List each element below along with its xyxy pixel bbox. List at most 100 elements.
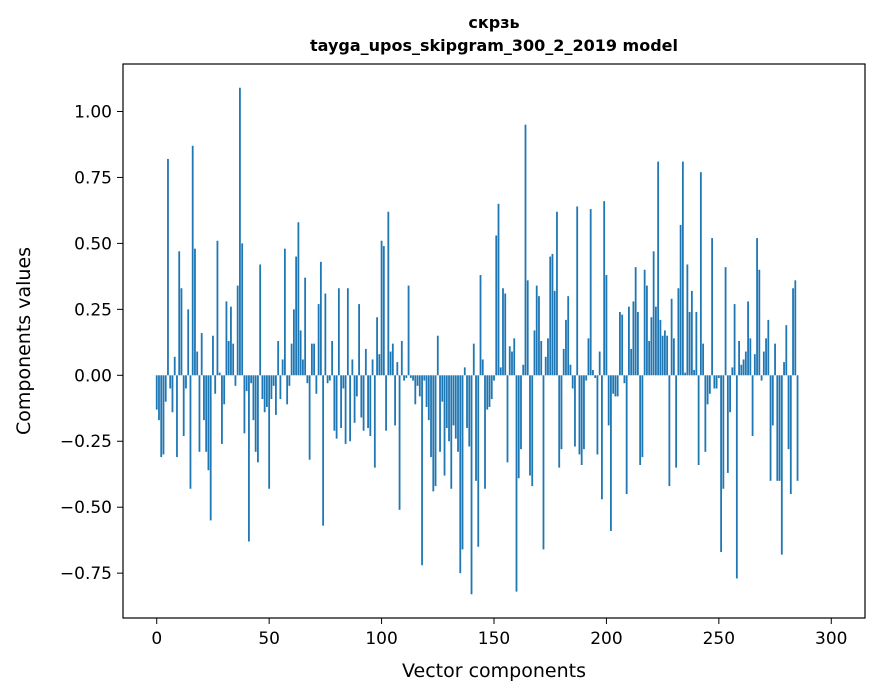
bar-component-73 — [319, 261, 322, 376]
bar-component-21 — [203, 375, 205, 421]
bar-component-182 — [565, 319, 567, 376]
bar-component-8 — [173, 356, 176, 376]
bar-component-215 — [639, 375, 642, 465]
bar-component-104 — [389, 351, 392, 376]
bar-component-246 — [708, 375, 711, 394]
bar-component-67 — [306, 375, 309, 384]
bar-component-282 — [789, 375, 792, 495]
bar-component-153 — [499, 367, 502, 376]
bar-component-20 — [200, 333, 203, 376]
bar-component-45 — [257, 375, 259, 463]
bar-component-66 — [304, 277, 307, 376]
bar-component-108 — [398, 375, 401, 510]
bar-component-210 — [628, 306, 630, 376]
bar-component-231 — [675, 375, 678, 468]
bar-component-3 — [162, 375, 165, 455]
bar-component-119 — [423, 375, 426, 381]
bar-component-218 — [646, 285, 648, 376]
bar-component-244 — [704, 375, 707, 452]
bar-component-93 — [364, 348, 367, 376]
bar-component-166 — [529, 375, 531, 476]
bar-series — [155, 87, 799, 595]
bar-component-264 — [749, 338, 752, 376]
bar-component-149 — [490, 375, 493, 400]
bar-component-270 — [762, 351, 765, 376]
bar-component-251 — [720, 375, 722, 553]
bar-component-136 — [461, 375, 464, 550]
bar-component-234 — [681, 161, 684, 376]
bar-component-236 — [686, 264, 689, 376]
bar-component-60 — [290, 343, 293, 376]
bar-component-125 — [436, 335, 439, 376]
y-tick-label: 0.25 — [74, 300, 112, 320]
bar-component-237 — [688, 311, 691, 376]
bar-component-33 — [230, 306, 232, 376]
bar-component-98 — [376, 317, 378, 376]
bar-component-194 — [592, 370, 594, 376]
bar-component-277 — [778, 375, 781, 481]
bar-component-207 — [621, 314, 624, 376]
bar-component-198 — [601, 375, 603, 500]
x-axis-label: Vector components — [402, 660, 586, 682]
y-tick-label: 0.00 — [74, 366, 112, 386]
bar-component-127 — [441, 375, 444, 402]
bar-component-50 — [268, 375, 271, 489]
bar-component-140 — [470, 375, 473, 595]
x-axis-ticks: 0 50 100 150 200 250 300 — [151, 618, 847, 649]
bar-component-171 — [540, 341, 543, 376]
bar-component-63 — [297, 222, 300, 376]
bar-component-5 — [167, 158, 169, 376]
bar-component-74 — [322, 375, 325, 526]
bar-component-89 — [355, 375, 358, 397]
bar-component-263 — [747, 301, 749, 376]
bar-component-126 — [439, 375, 441, 452]
bar-component-81 — [337, 288, 340, 376]
bar-component-276 — [776, 375, 779, 481]
bar-component-54 — [277, 341, 280, 376]
bar-component-49 — [266, 375, 268, 407]
bar-component-23 — [207, 375, 210, 471]
bar-component-233 — [679, 224, 682, 376]
bar-component-179 — [558, 375, 561, 468]
bar-component-228 — [668, 375, 671, 487]
y-axis-label: Components values — [13, 247, 35, 435]
bar-component-174 — [547, 338, 549, 376]
bar-component-103 — [387, 211, 390, 376]
bar-component-272 — [767, 319, 770, 376]
bar-component-229 — [670, 298, 673, 376]
bar-component-65 — [301, 359, 304, 376]
bar-component-1 — [158, 375, 160, 421]
bar-component-156 — [506, 375, 509, 463]
bar-component-191 — [585, 375, 588, 381]
x-tick-label: 150 — [478, 629, 510, 649]
bar-component-53 — [275, 375, 277, 415]
bar-component-123 — [432, 375, 435, 492]
bar-component-206 — [619, 311, 621, 376]
bar-component-124 — [434, 375, 437, 487]
bar-component-37 — [239, 87, 241, 376]
y-tick-label: 0.50 — [74, 234, 112, 254]
bar-component-79 — [333, 375, 336, 431]
bar-component-94 — [367, 375, 369, 429]
bar-component-24 — [209, 375, 212, 521]
bar-component-254 — [726, 375, 729, 473]
bar-component-225 — [661, 335, 664, 376]
bar-component-122 — [430, 375, 432, 458]
bar-component-284 — [794, 280, 797, 376]
bar-component-128 — [443, 375, 446, 476]
bar-component-255 — [729, 375, 731, 413]
bar-component-39 — [243, 375, 246, 434]
bar-component-262 — [744, 351, 747, 376]
bar-component-241 — [697, 375, 700, 465]
bar-component-163 — [522, 364, 525, 376]
bar-component-258 — [735, 375, 738, 579]
bar-component-17 — [194, 248, 196, 376]
bar-component-95 — [369, 375, 372, 436]
bar-component-260 — [740, 364, 743, 376]
bar-component-186 — [574, 375, 576, 447]
bar-component-110 — [403, 375, 405, 381]
bar-component-44 — [254, 375, 257, 452]
bar-component-131 — [450, 375, 453, 489]
bar-component-190 — [583, 375, 585, 450]
bar-component-85 — [346, 288, 349, 376]
